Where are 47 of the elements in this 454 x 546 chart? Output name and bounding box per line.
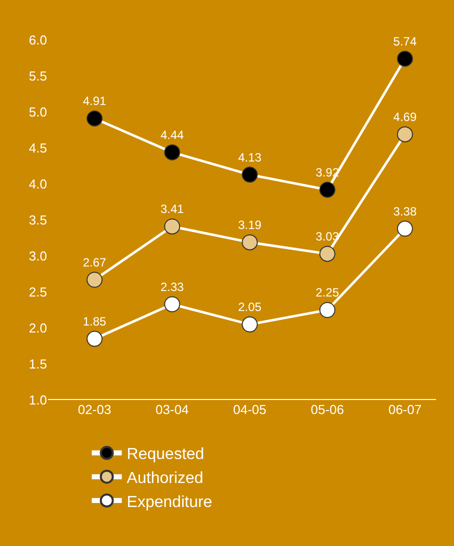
y-tick-label: 4.5 — [28, 140, 47, 156]
x-tick-label: 02-03 — [78, 402, 112, 417]
point — [242, 234, 258, 250]
data-label: 2.67 — [82, 255, 107, 270]
data-label: 1.85 — [82, 314, 107, 328]
x-tick-label: 03-04 — [156, 402, 189, 417]
data-label: 4.44 — [160, 128, 184, 142]
point — [86, 272, 103, 288]
y-tick-label: 4.0 — [28, 176, 47, 192]
data-label: 2.33 — [160, 280, 184, 294]
point — [164, 144, 180, 160]
data-label: 4.69 — [393, 110, 417, 124]
y-tick-label: 1.5 — [28, 356, 47, 372]
data-label: 5.74 — [393, 34, 417, 48]
y-tick-label: 3.0 — [28, 248, 47, 264]
data-label: 4.91 — [82, 94, 107, 108]
data-label: 4.13 — [238, 150, 262, 164]
x-tick-label: 06-07 — [388, 402, 422, 417]
point — [164, 218, 180, 234]
point — [86, 110, 103, 126]
point — [319, 182, 336, 198]
legend-label: Authorized — [126, 470, 204, 487]
point — [319, 246, 336, 262]
legend-label: Expenditure — [126, 494, 212, 511]
point — [242, 166, 258, 183]
legend-label: Requested — [126, 446, 204, 464]
point — [319, 302, 336, 318]
data-label: 2.25 — [316, 286, 340, 300]
data-label: 3.19 — [238, 218, 262, 232]
y-tick-label: 3.5 — [28, 212, 47, 228]
x-tick-label: 04-05 — [233, 402, 266, 417]
y-tick-label: 1.0 — [28, 392, 47, 408]
point — [396, 50, 413, 67]
x-tick-label: 05-06 — [310, 402, 344, 417]
point — [86, 330, 103, 347]
point — [396, 126, 413, 142]
y-tick-label: 5.5 — [28, 68, 47, 84]
y-tick-label: 2.0 — [28, 320, 47, 336]
point — [242, 316, 258, 332]
data-label: 2.05 — [238, 300, 262, 314]
y-tick-label: 2.5 — [28, 284, 47, 300]
data-label: 3.41 — [160, 202, 184, 216]
point — [396, 220, 413, 237]
y-tick-label: 6.0 — [28, 32, 47, 48]
y-tick-label: 5.0 — [28, 104, 47, 120]
point — [164, 296, 180, 312]
data-label: 3.38 — [393, 204, 417, 218]
